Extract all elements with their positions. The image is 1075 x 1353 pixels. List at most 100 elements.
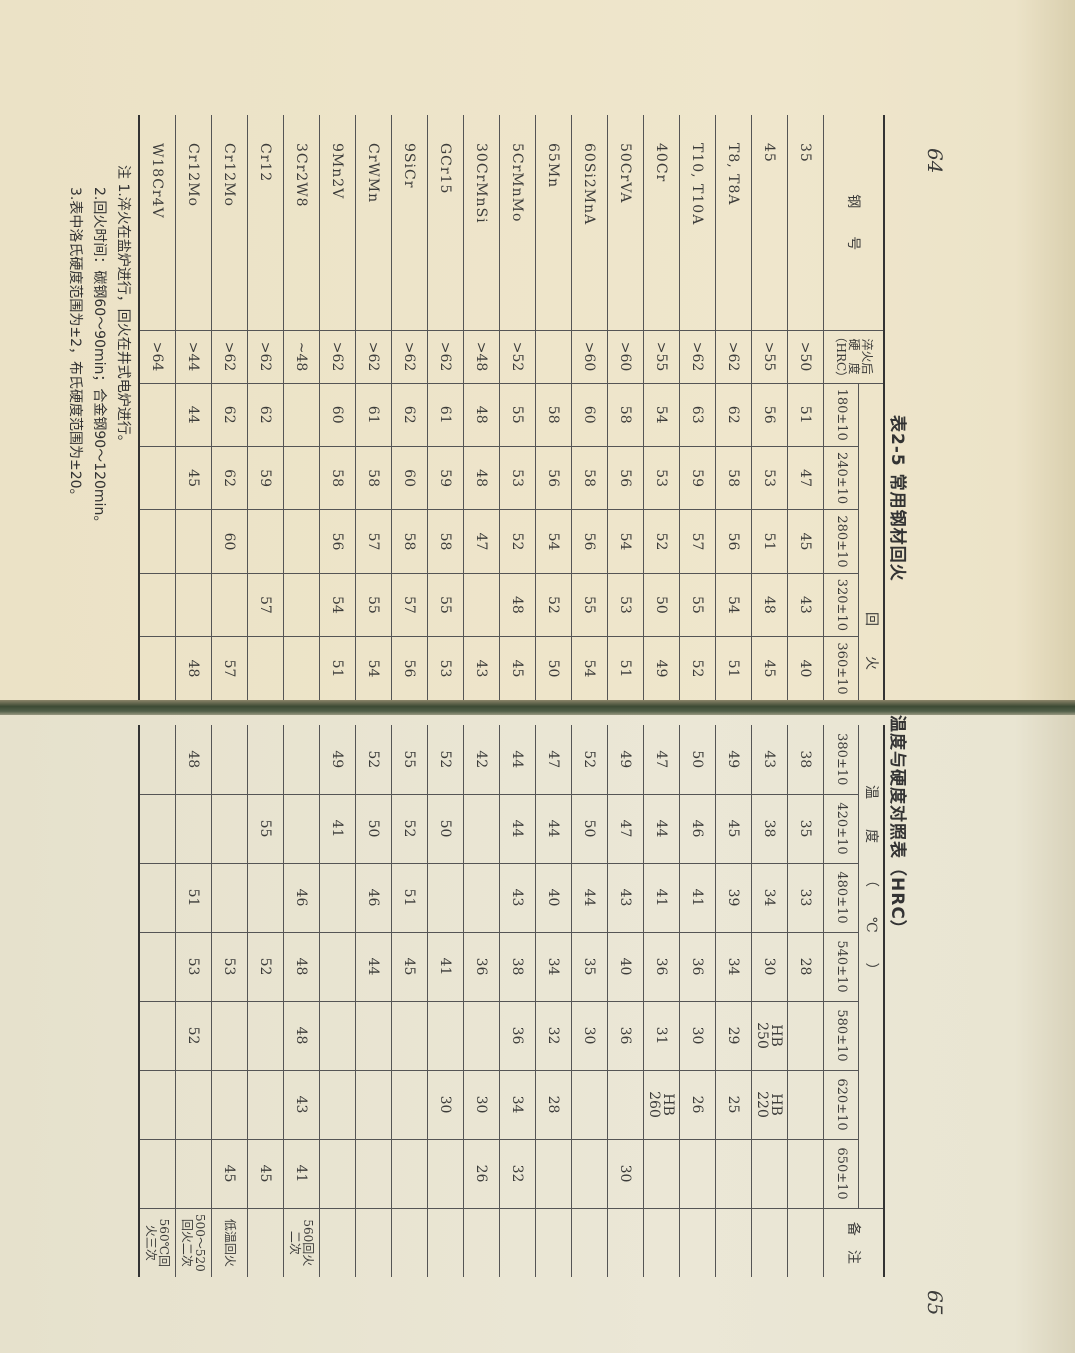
hardness-cell: 62 bbox=[391, 383, 428, 447]
header-tempering-group: 回火 bbox=[858, 383, 884, 701]
hardness-cell: 45 bbox=[211, 1139, 248, 1209]
hardness-cell: 60 bbox=[391, 446, 428, 510]
footnotes: 注 1.淬火在盐炉进行，回火在井式电炉进行。 2.回火时间：碳钢60～90min… bbox=[63, 165, 135, 529]
hardness-cell: 62 bbox=[715, 383, 752, 447]
steel-grade: 3Cr2W8 bbox=[283, 115, 320, 330]
hardness-cell: 33 bbox=[787, 863, 824, 932]
hardness-cell: 47 bbox=[787, 446, 824, 510]
table-row: 9SiCr >62 62 60 58 57 56 bbox=[391, 115, 428, 701]
hardness-cell: 43 bbox=[607, 863, 644, 932]
book-gutter bbox=[0, 700, 1075, 716]
hardness-cell bbox=[139, 573, 176, 637]
steel-grade: 45 bbox=[751, 115, 788, 330]
hardness-cell: 44 bbox=[499, 725, 536, 794]
table-row: 52 50 41 30 bbox=[427, 725, 464, 1278]
table-title-left: 表2-5 常用钢材回火 bbox=[887, 415, 907, 582]
steel-grade: 5CrMnMo bbox=[499, 115, 536, 330]
remark-cell bbox=[499, 1208, 536, 1278]
hardness-cell bbox=[715, 1139, 752, 1209]
hardness-cell: 52 bbox=[571, 725, 608, 794]
hardness-cell: 51 bbox=[715, 636, 752, 701]
hardness-cell: 50 bbox=[571, 794, 608, 863]
header-temp-11: 650±10 bbox=[823, 1139, 859, 1209]
hardness-cell: 48 bbox=[463, 446, 500, 510]
hardness-cell: 32 bbox=[499, 1139, 536, 1209]
hardness-cell: 54 bbox=[535, 509, 572, 574]
hardness-cell: 53 bbox=[175, 932, 212, 1001]
table-row: 52 50 44 35 30 bbox=[571, 725, 608, 1278]
page-number-right: 65 bbox=[923, 1290, 947, 1316]
hardness-cell: 56 bbox=[571, 509, 608, 574]
hardness-cell: 58 bbox=[715, 446, 752, 510]
hardness-cell: 44 bbox=[499, 794, 536, 863]
hardness-cell: 41 bbox=[643, 863, 680, 932]
quench-hardness: >52 bbox=[499, 330, 536, 383]
hardness-cell bbox=[175, 509, 212, 574]
table-row: 52 50 46 44 bbox=[355, 725, 392, 1278]
table-title-right: 温度与硬度对照表（HRC） bbox=[887, 715, 907, 938]
hardness-cell bbox=[139, 1139, 176, 1209]
hardness-cell bbox=[427, 863, 464, 932]
remark-cell bbox=[355, 1208, 392, 1278]
hardness-cell: 55 bbox=[247, 794, 284, 863]
hardness-cell: 35 bbox=[571, 932, 608, 1001]
hardness-cell: 26 bbox=[463, 1139, 500, 1209]
hardness-cell: 47 bbox=[643, 725, 680, 794]
hardness-cell: 56 bbox=[751, 383, 788, 447]
hardness-cell: 59 bbox=[679, 446, 716, 510]
hardness-cell: 57 bbox=[211, 636, 248, 701]
hardness-cell bbox=[463, 863, 500, 932]
hardness-cell: 58 bbox=[607, 383, 644, 447]
hardness-cell: 45 bbox=[247, 1139, 284, 1209]
quench-hardness: >60 bbox=[607, 330, 644, 383]
hardness-cell: 38 bbox=[787, 725, 824, 794]
quench-hardness: >62 bbox=[247, 330, 284, 383]
footnote-3: 3.表中洛氏硬度范围为±2，布氏硬度范围为±20。 bbox=[67, 187, 83, 503]
quench-hardness: >60 bbox=[571, 330, 608, 383]
hardness-cell: 62 bbox=[211, 446, 248, 510]
steel-grade: 35 bbox=[787, 115, 824, 330]
table-row: 30CrMnSi >48 48 48 47 43 bbox=[463, 115, 500, 701]
quench-hardness: >62 bbox=[319, 330, 356, 383]
steel-grade: 30CrMnSi bbox=[463, 115, 500, 330]
hardness-cell: 56 bbox=[391, 636, 428, 701]
hardness-cell: 44 bbox=[355, 932, 392, 1001]
table-row: T10, T10A >62 63 59 57 55 52 bbox=[679, 115, 716, 701]
hardness-cell: 39 bbox=[715, 863, 752, 932]
header-temp-6: 420±10 bbox=[823, 794, 859, 863]
hardness-cell bbox=[283, 636, 320, 701]
hardness-cell: 57 bbox=[679, 509, 716, 574]
hardness-cell: 42 bbox=[463, 725, 500, 794]
hardness-cell: 54 bbox=[355, 636, 392, 701]
hardness-cell: 38 bbox=[499, 932, 536, 1001]
hardness-cell bbox=[391, 1001, 428, 1070]
hardness-cell bbox=[679, 1139, 716, 1209]
hardness-cell: 44 bbox=[643, 794, 680, 863]
hardness-cell bbox=[175, 573, 212, 637]
table-row: 49 47 43 40 36 30 bbox=[607, 725, 644, 1278]
hardness-cell: 62 bbox=[211, 383, 248, 447]
footnote-2: 2.回火时间：碳钢60～90min；合金钢90～120min。 bbox=[91, 187, 107, 530]
hardness-cell bbox=[175, 794, 212, 863]
hardness-cell bbox=[319, 863, 356, 932]
hardness-cell bbox=[355, 1001, 392, 1070]
hardness-cell bbox=[355, 1139, 392, 1209]
table-row: 46 48 48 43 41 560回火 二次 bbox=[283, 725, 320, 1278]
hardness-cell bbox=[139, 1070, 176, 1139]
hardness-cell bbox=[787, 1001, 824, 1070]
hardness-cell bbox=[751, 1139, 788, 1209]
hardness-cell: 45 bbox=[499, 636, 536, 701]
quench-hardness: >64 bbox=[139, 330, 176, 383]
remark-cell bbox=[463, 1208, 500, 1278]
hardness-cell bbox=[463, 794, 500, 863]
header-temp-3: 320±10 bbox=[823, 573, 859, 637]
quench-hardness: >55 bbox=[643, 330, 680, 383]
hardness-cell: 36 bbox=[499, 1001, 536, 1070]
footnote-1: 注 1.淬火在盐炉进行，回火在井式电炉进行。 bbox=[115, 165, 131, 449]
quench-hardness: >55 bbox=[751, 330, 788, 383]
steel-grade: T8, T8A bbox=[715, 115, 752, 330]
hardness-cell bbox=[139, 794, 176, 863]
hardness-cell: 41 bbox=[679, 863, 716, 932]
hardness-cell bbox=[319, 1001, 356, 1070]
